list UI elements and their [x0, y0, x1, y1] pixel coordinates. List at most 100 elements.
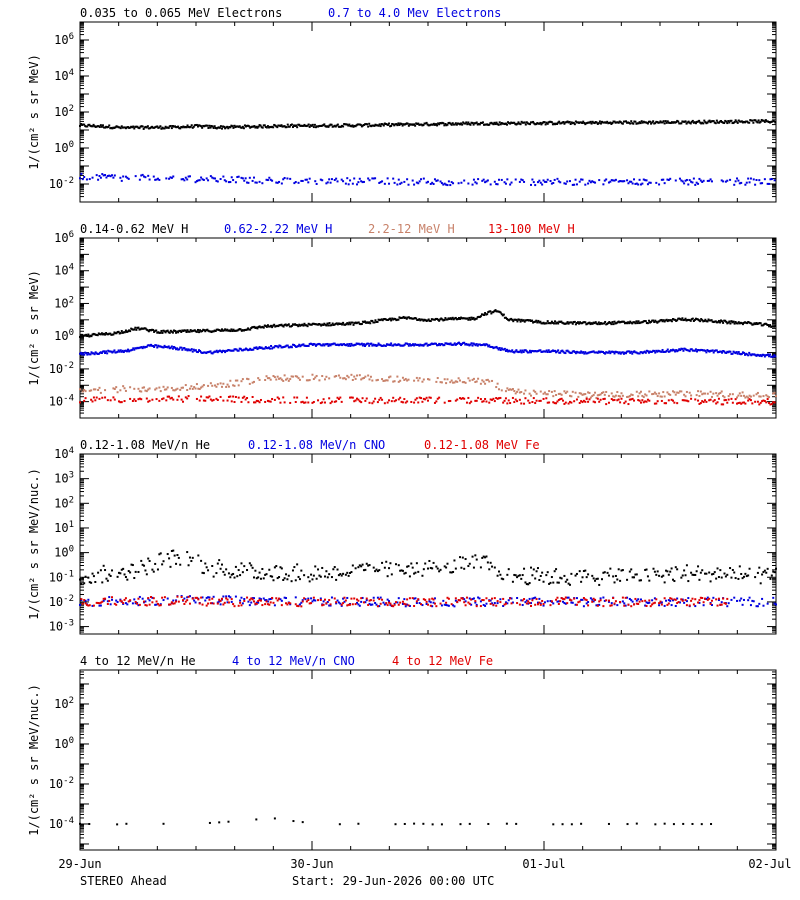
data-point	[510, 121, 513, 124]
data-point	[570, 351, 573, 354]
data-point	[708, 119, 711, 122]
data-point	[768, 182, 771, 185]
data-point	[724, 180, 727, 183]
data-point	[389, 125, 392, 128]
data-point	[534, 577, 537, 580]
data-point	[88, 822, 91, 825]
data-point	[570, 601, 573, 604]
data-point	[576, 121, 579, 124]
data-point	[404, 123, 407, 126]
data-point	[304, 401, 307, 404]
data-point	[476, 123, 479, 126]
data-point	[153, 330, 156, 333]
data-point	[705, 400, 708, 403]
data-point	[712, 400, 715, 403]
data-point	[109, 127, 112, 130]
data-point	[290, 375, 293, 378]
data-point	[233, 576, 236, 579]
data-point	[765, 323, 768, 326]
data-point	[446, 378, 449, 381]
data-point	[89, 353, 92, 356]
data-point	[695, 181, 698, 184]
data-point	[141, 597, 144, 600]
data-point	[266, 377, 269, 380]
data-point	[392, 344, 395, 347]
data-point	[679, 318, 682, 321]
data-point	[610, 350, 613, 353]
data-point	[211, 565, 214, 568]
data-point	[642, 178, 645, 181]
data-point	[205, 352, 208, 355]
data-point	[129, 397, 132, 400]
data-point	[518, 122, 521, 125]
data-point	[87, 598, 90, 601]
data-point	[178, 329, 181, 332]
data-point	[773, 401, 776, 404]
data-point	[704, 572, 707, 575]
data-point	[184, 384, 187, 387]
data-point	[320, 124, 323, 127]
data-point	[331, 343, 334, 346]
data-point	[628, 322, 631, 325]
data-point	[181, 126, 184, 129]
data-point	[409, 317, 412, 320]
data-point	[754, 323, 757, 326]
data-point	[190, 124, 193, 127]
data-point	[604, 121, 607, 124]
data-point	[511, 349, 514, 352]
data-point	[79, 822, 81, 825]
data-point	[619, 321, 622, 324]
data-point	[308, 343, 311, 346]
data-point	[81, 602, 84, 605]
data-point	[158, 553, 161, 556]
data-point	[406, 400, 409, 403]
data-point	[172, 602, 175, 605]
data-point	[88, 123, 91, 126]
data-point	[575, 350, 578, 353]
data-point	[361, 344, 364, 347]
data-point	[564, 596, 567, 599]
data-point	[474, 344, 477, 347]
data-point	[389, 562, 392, 565]
data-point	[369, 375, 372, 378]
data-point	[685, 348, 688, 351]
data-point	[372, 566, 375, 569]
data-point	[667, 573, 670, 576]
data-point	[144, 389, 147, 392]
data-point	[747, 354, 750, 357]
data-point	[154, 344, 157, 347]
x-axis-ticks	[79, 238, 777, 418]
data-point	[659, 319, 662, 322]
data-point	[265, 600, 268, 603]
data-point	[710, 120, 713, 123]
data-point	[388, 318, 391, 321]
data-point	[353, 177, 356, 180]
data-point	[723, 399, 726, 402]
data-point	[658, 602, 661, 605]
data-point	[335, 601, 338, 604]
data-point	[744, 183, 747, 186]
data-point	[761, 182, 764, 185]
data-point	[246, 397, 249, 400]
data-point	[489, 398, 492, 401]
data-point	[653, 349, 656, 352]
data-point	[584, 183, 587, 186]
data-point	[435, 342, 438, 345]
data-point	[546, 571, 549, 574]
data-point	[464, 122, 467, 125]
data-point	[414, 343, 417, 346]
data-point	[668, 319, 671, 322]
data-point	[619, 352, 622, 355]
data-point	[207, 351, 210, 354]
data-point	[84, 351, 87, 354]
data-point	[286, 344, 289, 347]
data-point	[563, 598, 566, 601]
data-point	[598, 583, 601, 586]
data-point	[185, 126, 188, 129]
data-point	[85, 352, 88, 355]
data-point	[428, 124, 431, 127]
data-point	[303, 344, 306, 347]
data-point	[702, 320, 705, 323]
data-point	[650, 122, 653, 125]
data-point	[531, 178, 534, 181]
